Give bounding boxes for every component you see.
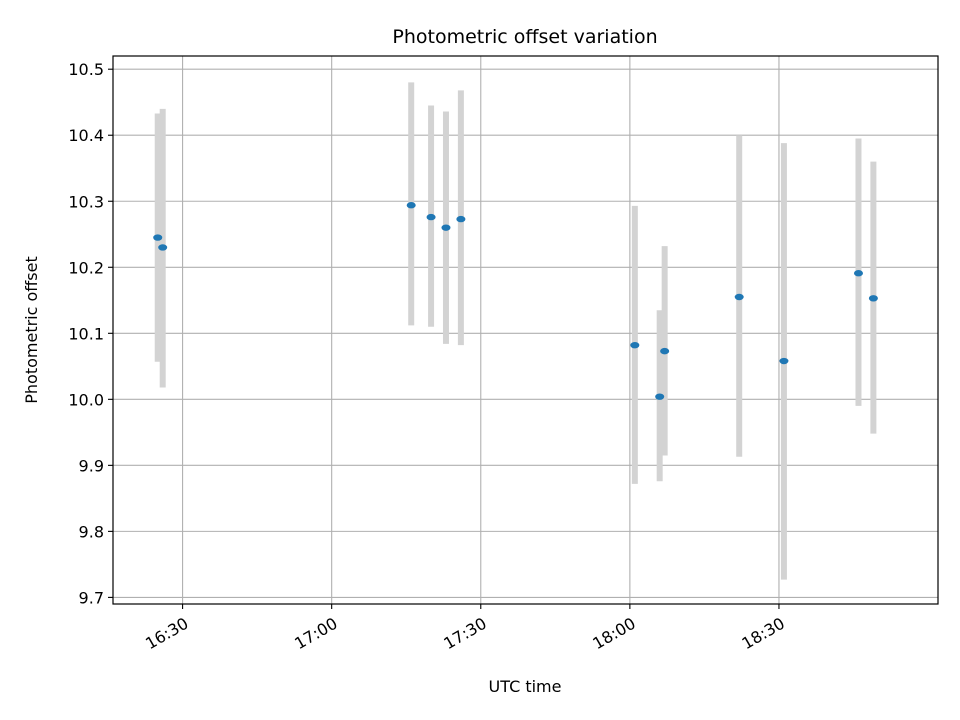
y-tick-label: 10.1 (68, 324, 104, 343)
data-points (153, 202, 878, 400)
data-point (456, 215, 466, 223)
x-tick-label: 18:00 (589, 614, 638, 654)
data-point (779, 357, 789, 365)
data-point (734, 293, 744, 301)
x-axis: 16:30 17:00 17:30 18:00 18:30 (142, 604, 788, 653)
x-tick-label: 17:30 (440, 614, 489, 654)
data-point (158, 244, 168, 251)
y-axis-title: Photometric offset (22, 256, 41, 404)
y-tick-label: 10.4 (68, 126, 104, 145)
data-point (153, 234, 163, 241)
data-point (853, 270, 863, 277)
data-point (426, 213, 436, 221)
y-axis: 9.7 9.8 9.9 10.0 10.1 10.2 10.3 10.4 10.5 (68, 60, 113, 607)
y-tick-label: 10.3 (68, 192, 104, 211)
x-tick-label: 16:30 (142, 614, 191, 654)
plot-area-frame (112, 55, 939, 605)
errorbars (154, 82, 877, 580)
y-tick-label: 9.8 (79, 522, 104, 541)
chart-title: Photometric offset variation (392, 26, 657, 48)
data-point (406, 202, 416, 209)
y-tick-label: 10.0 (68, 390, 104, 409)
x-tick-label: 17:00 (291, 614, 340, 654)
x-axis-title: UTC time (489, 677, 562, 696)
data-point (441, 224, 451, 231)
y-tick-label: 10.5 (68, 60, 104, 79)
y-tick-label: 9.7 (79, 588, 104, 607)
y-tick-label: 10.2 (68, 258, 104, 277)
data-point (655, 393, 665, 400)
data-point (660, 347, 670, 355)
y-tick-label: 9.9 (79, 456, 104, 475)
grid (113, 56, 938, 604)
data-point (868, 295, 878, 302)
x-tick-label: 18:30 (739, 614, 788, 654)
data-point (630, 341, 640, 349)
